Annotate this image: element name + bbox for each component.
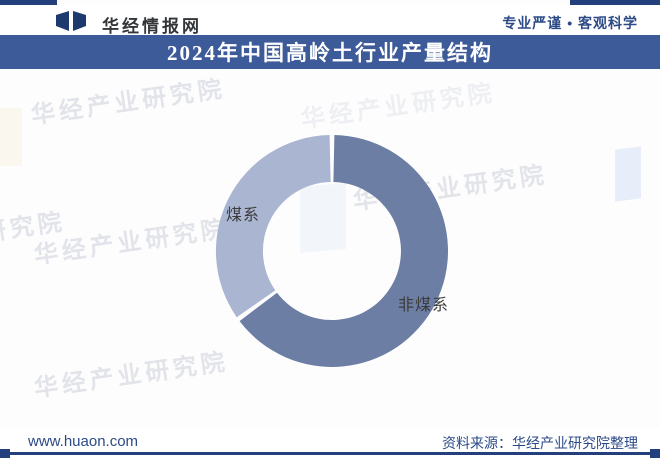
footer: www.huaon.com 资料来源：华经产业研究院整理 [0, 428, 660, 461]
title-bar: 2024年中国高岭土行业产量结构 [0, 35, 660, 69]
footer-divider-endcap-right [650, 449, 660, 458]
donut-segment-non-coal [239, 135, 449, 367]
header-slogan: 专业严谨 • 客观科学 [502, 15, 638, 31]
header: 华经情报网 专业严谨 • 客观科学 [0, 5, 660, 36]
donut-segment-coal [215, 135, 331, 318]
footer-divider-endcap-left [0, 449, 10, 458]
brand-name: 华经情报网 [102, 17, 202, 36]
footer-site-url: www.huaon.com [28, 433, 139, 450]
slice-label-non-coal: 非煤系 [398, 297, 450, 314]
huajing-logo-icon [56, 11, 86, 31]
top-accent-bar-left [0, 0, 57, 5]
footer-divider [6, 452, 654, 455]
slice-label-coal: 煤系 [226, 207, 261, 224]
chart-title: 2024年中国高岭土行业产量结构 [167, 41, 493, 65]
top-accent-bar-right [570, 0, 660, 5]
footer-source-note: 资料来源：华经产业研究院整理 [442, 435, 638, 451]
